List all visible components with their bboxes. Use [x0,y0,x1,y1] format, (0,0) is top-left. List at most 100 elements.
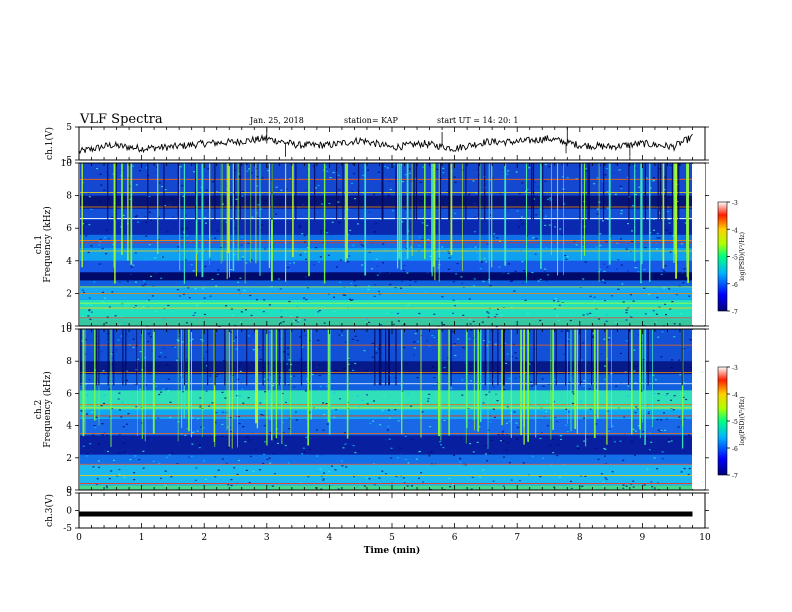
noise-speck [231,314,234,316]
noise-speck [189,240,192,242]
noise-speck [558,304,561,306]
noise-speck [688,295,691,297]
noise-speck [459,458,462,460]
noise-speck [264,391,266,393]
noise-speck [185,276,187,279]
noise-speck [106,487,109,489]
noise-speck [420,472,423,474]
noise-speck [633,349,636,351]
noise-speck [408,284,411,286]
noise-speck [379,272,381,274]
noise-speck [233,227,236,230]
noise-speck [161,186,164,188]
noise-speck [608,428,611,430]
noise-speck [397,457,399,459]
noise-speck [422,166,425,168]
noise-speck [227,426,230,428]
noise-speck [472,180,475,182]
noise-speck [90,311,93,313]
noise-speck [90,297,93,299]
noise-speck [576,445,579,447]
noise-speck [96,478,99,480]
noise-speck [164,470,167,472]
noise-speck [602,263,605,265]
y-tick-label: 4 [66,257,72,267]
noise-speck [211,278,214,280]
y-tick-label: 0 [66,507,72,517]
noise-speck [440,444,442,446]
noise-speck [604,300,606,302]
noise-speck [559,196,562,198]
noise-speck [252,349,255,351]
noise-speck [341,465,344,467]
noise-speck [508,420,511,422]
noise-speck [97,443,100,445]
noise-speck [375,352,378,354]
noise-speck [365,321,368,323]
noise-speck [159,372,162,374]
noise-speck [446,191,449,193]
noise-speck [122,214,125,216]
noise-speck [120,416,123,418]
noise-speck [177,421,180,423]
noise-speck [82,445,85,447]
noise-speck [562,464,565,466]
noise-speck [338,398,341,400]
noise-speck [373,400,375,402]
noise-speck [197,418,200,420]
noise-speck [648,293,651,295]
noise-speck [461,379,464,381]
spectral-band [80,435,692,455]
noise-speck [144,216,147,218]
noise-speck [156,166,158,168]
noise-speck [565,408,568,410]
noise-speck [241,388,244,390]
noise-speck [620,238,622,240]
noise-speck [634,267,637,269]
noise-speck [216,373,219,375]
noise-speck [171,452,174,454]
noise-speck [169,204,171,206]
noise-speck [86,455,89,457]
noise-speck [107,175,110,177]
noise-speck [514,270,517,272]
noise-speck [366,394,368,396]
noise-speck [500,440,503,442]
noise-speck [521,182,524,184]
noise-speck [419,200,422,202]
noise-speck [397,420,400,422]
noise-speck [389,188,392,191]
noise-speck [343,368,346,370]
noise-speck [221,391,224,393]
noise-speck [285,401,287,404]
noise-speck [246,436,249,438]
noise-speck [201,408,204,410]
noise-speck [577,447,580,449]
noise-speck [645,437,648,439]
noise-speck [470,488,473,490]
noise-speck [164,189,167,191]
noise-speck [506,173,509,175]
noise-speck [595,246,598,248]
noise-speck [344,341,347,343]
colorbar-tick-label: -3 [732,200,738,207]
noise-speck [589,295,592,297]
noise-speck [606,191,609,193]
noise-speck [598,416,601,418]
noise-speck [405,208,407,210]
noise-speck [619,185,622,187]
noise-speck [553,401,555,403]
noise-speck [203,313,206,316]
y-tick-label: 4 [66,422,72,432]
noise-speck [554,416,557,419]
noise-speck [394,403,397,405]
noise-speck [100,405,103,407]
noise-speck [365,477,368,479]
noise-speck [652,417,655,419]
noise-speck [521,261,524,263]
noise-speck [279,310,282,312]
noise-speck [427,480,430,482]
noise-speck [505,449,508,451]
noise-speck [539,278,542,280]
